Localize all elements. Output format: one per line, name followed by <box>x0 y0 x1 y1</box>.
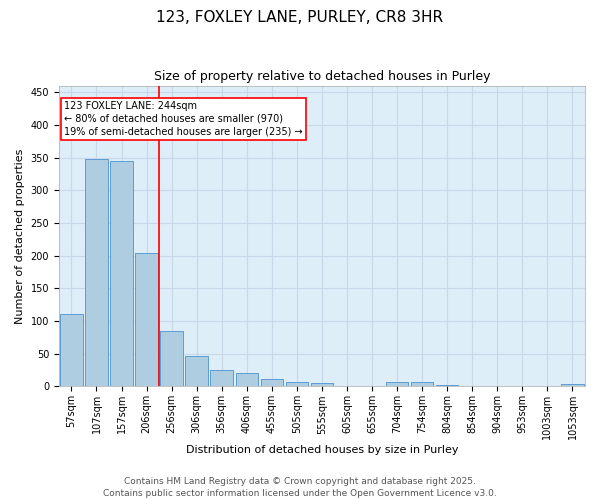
Bar <box>286 382 308 386</box>
Bar <box>411 382 433 386</box>
Bar <box>386 382 409 386</box>
Bar <box>561 384 584 386</box>
X-axis label: Distribution of detached houses by size in Purley: Distribution of detached houses by size … <box>186 445 458 455</box>
Bar <box>311 382 333 386</box>
Bar <box>85 160 108 386</box>
Y-axis label: Number of detached properties: Number of detached properties <box>15 148 25 324</box>
Bar <box>136 253 158 386</box>
Text: 123 FOXLEY LANE: 244sqm
← 80% of detached houses are smaller (970)
19% of semi-d: 123 FOXLEY LANE: 244sqm ← 80% of detache… <box>64 100 303 137</box>
Bar <box>436 385 458 386</box>
Bar <box>211 370 233 386</box>
Bar <box>236 374 258 386</box>
Title: Size of property relative to detached houses in Purley: Size of property relative to detached ho… <box>154 70 490 83</box>
Bar <box>260 379 283 386</box>
Text: 123, FOXLEY LANE, PURLEY, CR8 3HR: 123, FOXLEY LANE, PURLEY, CR8 3HR <box>157 10 443 25</box>
Bar <box>110 161 133 386</box>
Bar <box>185 356 208 386</box>
Text: Contains HM Land Registry data © Crown copyright and database right 2025.
Contai: Contains HM Land Registry data © Crown c… <box>103 476 497 498</box>
Bar <box>60 314 83 386</box>
Bar <box>160 332 183 386</box>
